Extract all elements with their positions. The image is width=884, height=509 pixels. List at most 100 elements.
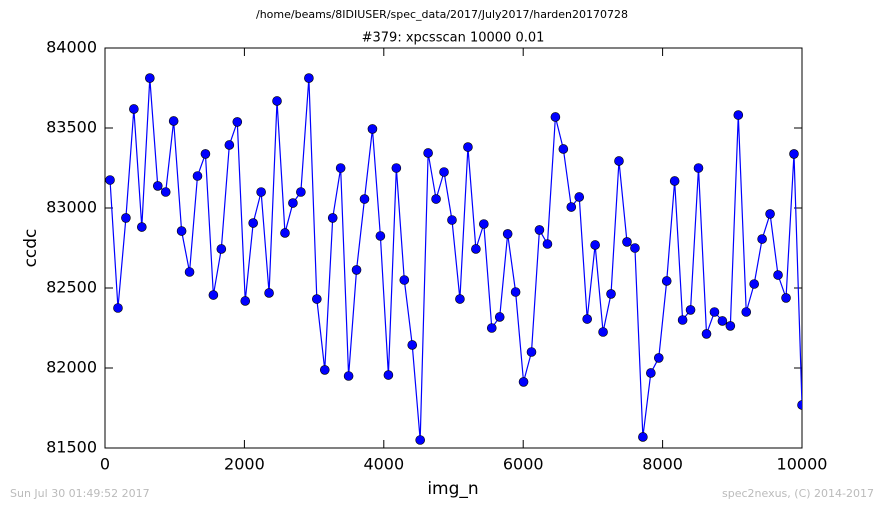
data-point — [327, 213, 338, 223]
data-point — [383, 370, 394, 380]
plot-frame — [104, 47, 803, 449]
data-point — [614, 156, 624, 166]
data-point — [288, 198, 298, 208]
data-point — [717, 316, 728, 326]
x-axis-label: img_n — [427, 479, 478, 499]
data-point — [192, 171, 203, 181]
data-point — [152, 181, 163, 191]
data-point — [741, 307, 752, 317]
data-point — [439, 167, 449, 177]
data-point — [797, 400, 802, 410]
data-point — [319, 365, 330, 375]
data-point — [646, 368, 656, 378]
data-point — [145, 73, 155, 83]
y-tick-label: 81500 — [46, 438, 97, 457]
data-point — [399, 275, 410, 285]
data-point — [121, 213, 131, 223]
y-axis-label: ccdc — [21, 229, 41, 268]
data-point — [582, 314, 592, 324]
data-point — [375, 231, 386, 241]
data-point — [200, 149, 211, 159]
x-tick-label: 10000 — [777, 455, 828, 474]
data-point — [479, 219, 489, 229]
data-point — [550, 112, 561, 122]
data-point — [653, 353, 664, 363]
data-point — [431, 194, 441, 204]
data-point — [184, 267, 195, 277]
data-point — [733, 110, 744, 120]
data-point — [542, 239, 553, 249]
data-point — [256, 187, 266, 197]
data-point — [129, 104, 139, 114]
data-point — [463, 142, 473, 152]
y-tick-label: 84000 — [46, 38, 97, 57]
x-tick-label: 8000 — [642, 455, 683, 474]
data-point — [105, 175, 115, 185]
data-point — [709, 307, 720, 317]
data-point — [789, 149, 799, 159]
data-point — [168, 116, 179, 126]
data-point — [526, 347, 537, 357]
plot-area — [105, 73, 802, 445]
data-point — [781, 293, 791, 303]
data-point — [208, 290, 219, 300]
data-point — [677, 315, 688, 325]
y-tick-label: 82000 — [46, 358, 97, 377]
data-point — [558, 144, 569, 154]
data-point — [757, 234, 767, 244]
data-point — [351, 265, 362, 275]
data-point — [216, 244, 227, 254]
data-point — [240, 296, 251, 306]
data-point — [749, 279, 759, 289]
data-point — [280, 228, 290, 238]
data-point — [773, 270, 783, 280]
data-point — [701, 329, 712, 339]
chart-title: #379: xpcsscan 10000 0.01 — [362, 31, 545, 46]
data-point — [272, 96, 282, 106]
data-point — [415, 435, 425, 445]
x-tick-label: 0 — [100, 455, 110, 474]
data-point — [407, 340, 418, 350]
data-point — [693, 163, 704, 173]
data-point — [622, 237, 632, 247]
data-point — [518, 377, 529, 387]
y-tick-label: 83000 — [46, 198, 97, 217]
data-point — [598, 327, 608, 337]
data-point — [725, 321, 736, 331]
data-point — [137, 222, 147, 232]
data-point — [661, 276, 672, 286]
data-point — [391, 163, 402, 173]
data-point — [574, 192, 585, 202]
data-point — [502, 229, 513, 239]
series-line — [109, 78, 802, 441]
data-point — [669, 176, 680, 186]
data-point — [264, 288, 274, 298]
data-point — [590, 240, 600, 250]
data-point — [630, 243, 640, 253]
footer-left: Sun Jul 30 01:49:52 2017 — [10, 487, 150, 500]
data-point — [160, 187, 171, 197]
y-tick-label: 82500 — [46, 278, 97, 297]
data-point — [423, 148, 433, 158]
data-point — [494, 312, 505, 322]
data-point — [471, 244, 481, 254]
data-point — [447, 215, 457, 225]
footer-right: spec2nexus, (C) 2014-2017 — [722, 487, 874, 500]
data-point — [486, 323, 497, 333]
data-point — [248, 218, 258, 228]
data-point — [606, 289, 616, 299]
data-point — [232, 117, 243, 127]
data-point — [685, 305, 696, 315]
suptitle: /home/beams/8IDIUSER/spec_data/2017/July… — [256, 8, 628, 21]
data-point — [359, 194, 370, 204]
data-point — [534, 225, 545, 235]
data-point — [566, 202, 577, 212]
data-point — [343, 371, 354, 381]
data-point — [304, 73, 314, 83]
data-point — [113, 303, 123, 313]
data-point — [510, 287, 521, 297]
data-point — [765, 209, 775, 219]
data-point — [312, 294, 322, 304]
x-tick-label: 4000 — [363, 455, 404, 474]
